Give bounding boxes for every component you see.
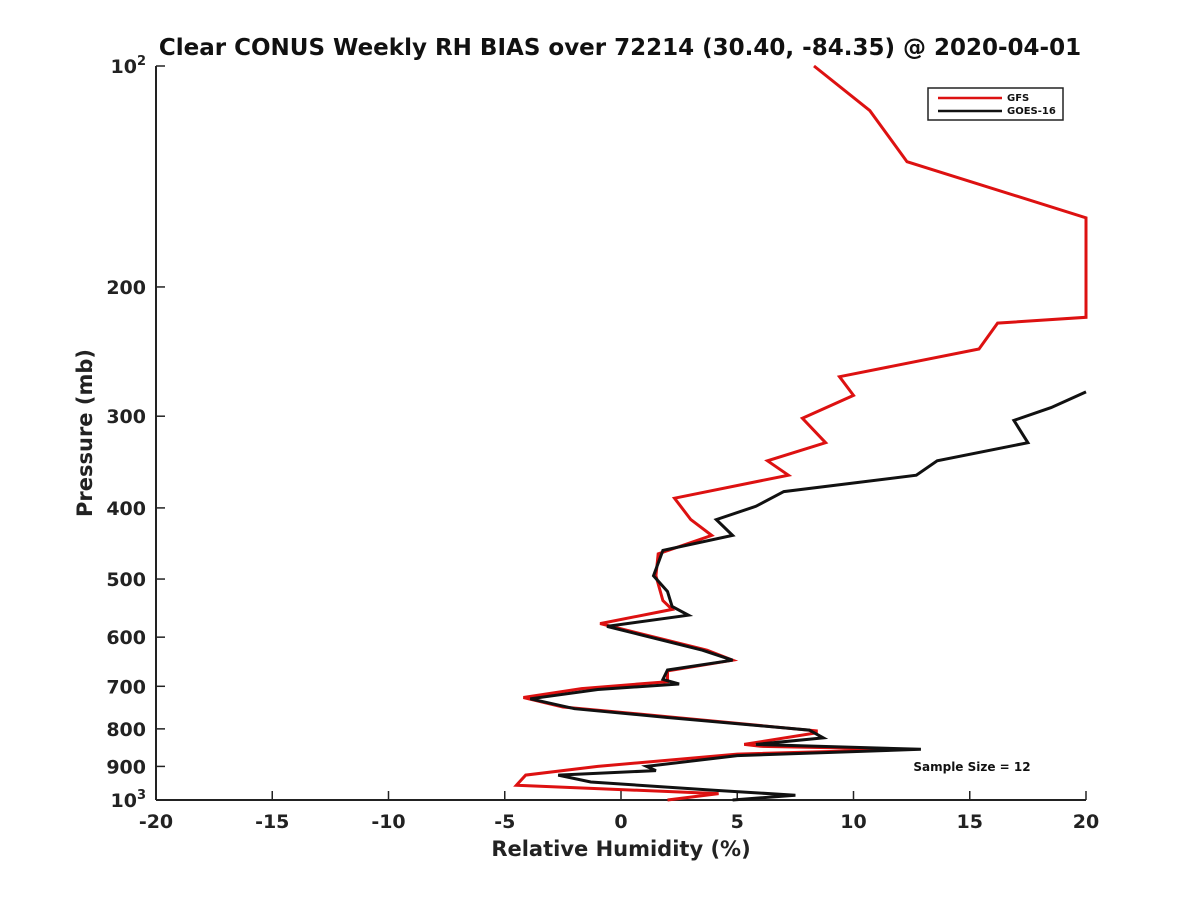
plot-area xyxy=(155,66,1086,801)
x-tick-label: -10 xyxy=(371,811,405,833)
series-line-goes-16 xyxy=(529,390,1087,802)
y-tick-label: 700 xyxy=(106,676,146,698)
y-tick-label: 500 xyxy=(106,569,146,591)
x-tick-label: 20 xyxy=(1073,811,1099,833)
legend: GFS GOES-16 xyxy=(927,87,1064,121)
x-tick-label: 0 xyxy=(614,811,627,833)
sample-size-annotation: Sample Size = 12 xyxy=(913,760,1030,774)
x-axis-label: Relative Humidity (%) xyxy=(491,837,750,861)
series-layer xyxy=(513,64,1088,802)
x-tick-label: 10 xyxy=(840,811,866,833)
y-tick-label: 102 xyxy=(111,54,147,78)
x-tick-label: -5 xyxy=(494,811,515,833)
y-axis-label: Pressure (mb) xyxy=(73,349,97,517)
x-tick-label: 15 xyxy=(957,811,983,833)
x-ticks: -20 -15 -10 -5 0 5 10 15 20 xyxy=(139,791,1099,833)
chart-title: Clear CONUS Weekly RH BIAS over 72214 (3… xyxy=(159,35,1081,61)
x-tick-label: -15 xyxy=(255,811,289,833)
y-tick-label: 300 xyxy=(106,406,146,428)
y-tick-label: 400 xyxy=(106,498,146,520)
y-tick-label: 200 xyxy=(106,277,146,299)
legend-label-gfs: GFS xyxy=(1007,93,1029,104)
y-tick-label: 800 xyxy=(106,719,146,741)
y-tick-label: 900 xyxy=(106,756,146,778)
x-tick-label: -20 xyxy=(139,811,173,833)
y-tick-label: 103 xyxy=(111,788,147,812)
y-ticks: 102 200 300 400 500 600 700 800 900 103 xyxy=(106,54,165,812)
y-tick-label: 600 xyxy=(106,627,146,649)
x-tick-label: 5 xyxy=(731,811,744,833)
legend-box xyxy=(927,87,1064,121)
legend-label-goes-16: GOES-16 xyxy=(1007,106,1056,117)
